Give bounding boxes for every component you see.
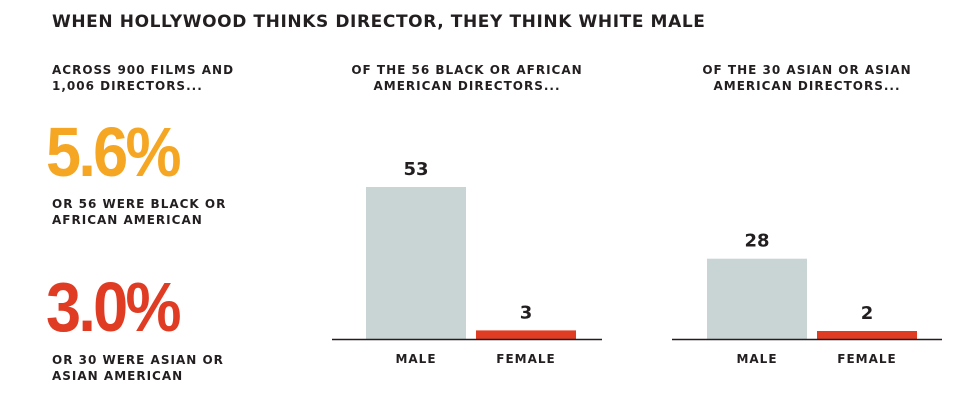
stat-black-caption: OR 56 WERE BLACK OR AFRICAN AMERICAN — [52, 196, 272, 228]
bar-black-female — [476, 330, 576, 339]
tick-label-asian-male: MALE — [736, 352, 777, 366]
chart-black-title-line-2: AMERICAN DIRECTORS... — [373, 79, 561, 93]
chart-black-title: OF THE 56 BLACK OR AFRICAN AMERICAN DIRE… — [332, 62, 602, 94]
data-label-asian-male: 28 — [744, 231, 769, 252]
bar-asian-female — [817, 331, 917, 339]
chart-asian-title-line-1: OF THE 30 ASIAN OR ASIAN — [702, 63, 912, 77]
chart-black-title-line-1: OF THE 56 BLACK OR AFRICAN — [351, 63, 583, 77]
intro-line-1: ACROSS 900 FILMS AND — [52, 63, 235, 77]
tick-label-asian-female: FEMALE — [837, 352, 896, 366]
intro-text: ACROSS 900 FILMS AND 1,006 DIRECTORS... — [52, 62, 272, 94]
bar-black-male — [366, 187, 466, 339]
page-title: WHEN HOLLYWOOD THINKS DIRECTOR, THEY THI… — [52, 12, 706, 32]
stat-asian-caption: OR 30 WERE ASIAN OR ASIAN AMERICAN — [52, 352, 272, 384]
chart-asian-title-line-2: AMERICAN DIRECTORS... — [713, 79, 901, 93]
data-label-black-female: 3 — [520, 302, 533, 323]
stat-black-caption-line-1: OR 56 WERE BLACK OR — [52, 197, 227, 211]
tick-label-black-female: FEMALE — [496, 352, 555, 366]
stat-black-caption-line-2: AFRICAN AMERICAN — [52, 213, 203, 227]
data-label-asian-female: 2 — [861, 303, 874, 324]
tick-label-black-male: MALE — [395, 352, 436, 366]
stat-asian-caption-line-1: OR 30 WERE ASIAN OR — [52, 353, 224, 367]
stat-asian-caption-line-2: ASIAN AMERICAN — [52, 369, 184, 383]
stat-black-percent: 5.6% — [46, 113, 181, 191]
chart-asian-title: OF THE 30 ASIAN OR ASIAN AMERICAN DIRECT… — [672, 62, 942, 94]
data-label-black-male: 53 — [403, 159, 428, 180]
intro-line-2: 1,006 DIRECTORS... — [52, 79, 203, 93]
stat-asian-percent: 3.0% — [46, 268, 181, 346]
bar-asian-male — [707, 258, 807, 339]
